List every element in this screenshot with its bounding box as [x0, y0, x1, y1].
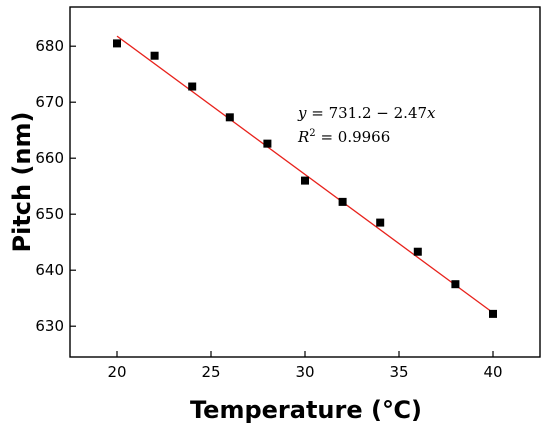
data-point [489, 309, 497, 318]
x-tick-label: 35 [389, 363, 408, 381]
y-axis: 630 640 650 660 670 680 [35, 37, 76, 335]
data-point [225, 113, 234, 122]
x-tick-label: 30 [295, 363, 314, 381]
y-tick-label: 630 [35, 317, 64, 335]
data-point [113, 39, 121, 48]
y-tick-label: 650 [35, 205, 64, 223]
fit-line [116, 35, 494, 314]
data-point [301, 176, 309, 185]
x-tick-label: 40 [483, 363, 502, 381]
x-tick-label: 20 [107, 363, 126, 381]
data-point [188, 82, 197, 91]
data-point [150, 51, 159, 60]
data-point [263, 139, 272, 148]
data-point [338, 197, 347, 206]
y-tick-label: 680 [35, 37, 64, 55]
r-squared-label: R2 = 0.9966 [297, 128, 390, 146]
data-points [113, 39, 497, 318]
data-point [451, 280, 460, 289]
x-tick-label: 25 [201, 363, 220, 381]
y-tick-label: 670 [35, 93, 64, 111]
y-tick-label: 660 [35, 149, 64, 167]
x-axis: 20 25 30 35 40 [107, 351, 503, 381]
y-tick-label: 640 [35, 261, 64, 279]
y-axis-title: Pitch (nm) [8, 112, 36, 253]
equation-label: y = 731.2 − 2.47x [297, 104, 436, 122]
data-point [376, 218, 385, 227]
x-axis-title: Temperature (℃) [190, 396, 422, 424]
data-point [413, 247, 422, 256]
